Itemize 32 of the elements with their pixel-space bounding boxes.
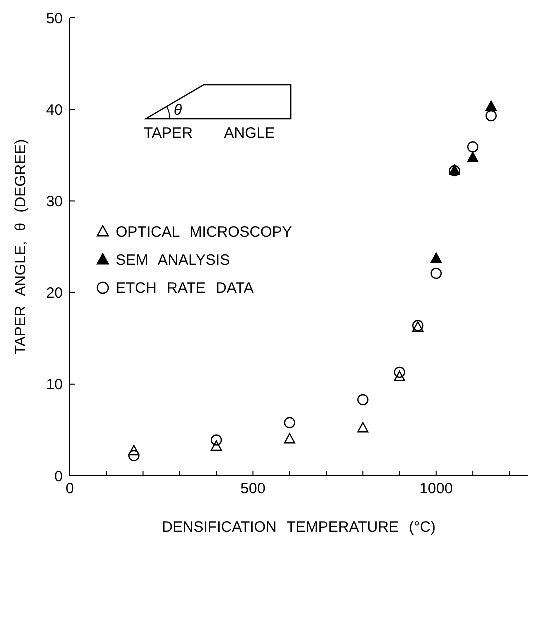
x-tick-label: 500 (240, 480, 266, 498)
point (128, 445, 140, 456)
point (210, 440, 222, 452)
legend-label: OPTICAL MICROSCOPY (116, 224, 292, 240)
x-tick-label: 1000 (420, 480, 454, 498)
y-tick-label: 30 (46, 194, 63, 211)
y-tick-label: 50 (46, 10, 63, 28)
point (430, 268, 442, 280)
point (128, 450, 140, 462)
annotation: TAPER ANGLE (144, 125, 276, 142)
point (394, 370, 406, 382)
y-tick-label: 20 (46, 285, 63, 302)
x-tick-label: 0 (66, 480, 74, 498)
annotation: θ (174, 102, 182, 119)
y-tick-label: 0 (54, 468, 63, 486)
point (394, 366, 406, 378)
legend-label: SEM ANALYSIS (116, 252, 230, 268)
point (486, 110, 497, 122)
point (284, 433, 296, 444)
x-axis-title: DENSIFICATION TEMPERATURE (°C) (162, 519, 436, 536)
y-tick-label: 10 (46, 376, 63, 394)
point (358, 394, 369, 406)
point (284, 417, 296, 428)
point (430, 252, 442, 264)
point (486, 100, 497, 112)
y-tick-label: 40 (46, 102, 63, 119)
point (210, 434, 222, 446)
y-axis-title: TAPER ANGLE, θ (DEGREE) (12, 139, 30, 355)
legend-label: ETCH RATE DATA (116, 280, 254, 296)
point (467, 142, 479, 153)
point (467, 152, 479, 162)
point (358, 422, 369, 433)
